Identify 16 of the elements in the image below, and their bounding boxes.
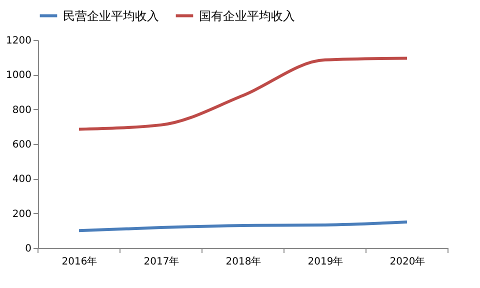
x-tick-label: 2018年 [226,256,262,268]
x-tick-label: 2017年 [144,256,180,268]
y-tick-label: 400 [12,174,32,186]
y-tick-label: 600 [12,140,32,150]
legend-label: 民营企业平均收入 [63,8,159,23]
line-series [78,56,408,131]
y-tick-label: 1200 [6,36,32,46]
x-tick-label: 2016年 [62,256,98,268]
legend-label: 国有企业平均收入 [199,8,295,23]
line-series [78,220,408,232]
x-tick-label: 2019年 [308,256,344,268]
y-tick-label: 1000 [6,70,32,82]
y-tick-label: 0 [25,244,32,254]
x-tick-label: 2020年 [390,256,426,268]
y-tick-label: 800 [12,104,32,116]
y-tick-label: 200 [12,208,32,220]
